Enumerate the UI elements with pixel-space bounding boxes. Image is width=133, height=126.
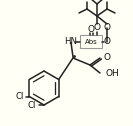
Text: O: O [88,25,95,35]
Text: Abs: Abs [85,39,97,44]
Text: OH: OH [105,69,119,77]
Text: Cl: Cl [28,101,36,109]
Text: HN: HN [65,37,78,46]
Text: Cl: Cl [16,92,24,101]
Text: O: O [103,37,111,46]
Text: O: O [103,24,111,33]
Text: O: O [103,54,110,62]
Text: O: O [93,24,101,33]
FancyBboxPatch shape [80,35,102,48]
